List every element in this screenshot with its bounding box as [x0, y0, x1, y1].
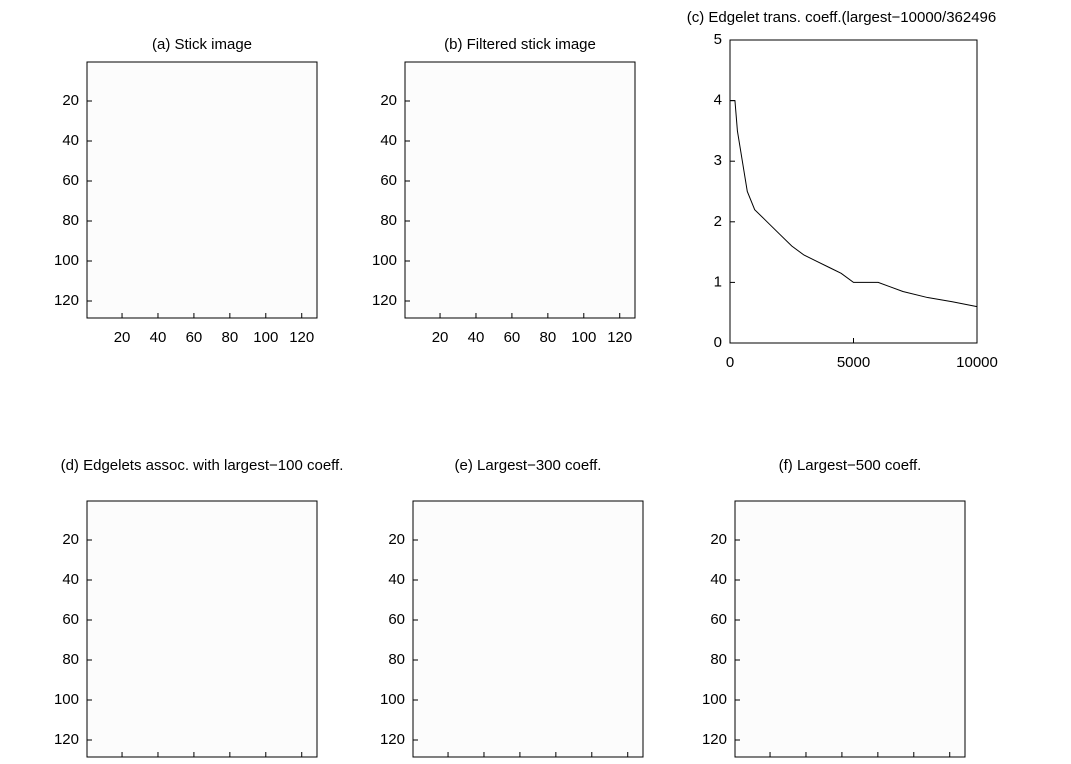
chart-title: (c) Edgelet trans. coeff.(largest−10000/…	[687, 9, 997, 26]
chart-title: (b) Filtered stick image	[444, 36, 596, 53]
x-tick-label: 10000	[956, 354, 998, 371]
axes-frame	[86, 500, 318, 758]
y-tick-label: 4	[714, 92, 722, 109]
y-tick-label: 120	[380, 731, 405, 748]
y-tick-label: 120	[54, 292, 79, 309]
axes-frame	[86, 61, 318, 319]
axes-frame	[412, 500, 644, 758]
y-tick-label: 20	[388, 531, 405, 548]
y-tick-label: 100	[54, 691, 79, 708]
y-tick-label: 5	[714, 31, 722, 48]
x-tick-label: 100	[253, 329, 278, 346]
y-tick-label: 100	[372, 252, 397, 269]
x-tick-label: 40	[150, 329, 167, 346]
chart-title: (e) Largest−300 coeff.	[455, 457, 602, 474]
y-tick-label: 100	[54, 252, 79, 269]
line	[730, 100, 978, 308]
chart-title: (a) Stick image	[152, 36, 252, 53]
y-tick-label: 60	[388, 611, 405, 628]
x-tick-label: 100	[571, 329, 596, 346]
x-tick-label: 80	[540, 329, 557, 346]
y-tick-label: 60	[62, 611, 79, 628]
axes-frame	[734, 500, 966, 758]
y-tick-label: 60	[380, 172, 397, 189]
y-tick-label: 40	[62, 571, 79, 588]
x-tick-label: 80	[222, 329, 239, 346]
y-tick-label: 60	[710, 611, 727, 628]
x-tick-label: 120	[289, 329, 314, 346]
y-tick-label: 80	[388, 651, 405, 668]
y-tick-label: 60	[62, 172, 79, 189]
y-tick-label: 20	[62, 92, 79, 109]
y-tick-label: 2	[714, 213, 722, 230]
y-tick-label: 80	[380, 212, 397, 229]
y-tick-label: 40	[388, 571, 405, 588]
x-tick-label: 60	[186, 329, 203, 346]
x-tick-label: 120	[607, 329, 632, 346]
y-tick-label: 40	[62, 132, 79, 149]
y-tick-label: 40	[380, 132, 397, 149]
y-tick-label: 80	[62, 651, 79, 668]
y-tick-label: 0	[714, 334, 722, 351]
y-tick-label: 3	[714, 152, 722, 169]
x-tick-label: 5000	[837, 354, 870, 371]
y-tick-label: 120	[702, 731, 727, 748]
y-tick-label: 20	[62, 531, 79, 548]
x-tick-label: 20	[114, 329, 131, 346]
y-tick-label: 1	[714, 273, 722, 290]
y-tick-label: 100	[380, 691, 405, 708]
chart-title: (d) Edgelets assoc. with largest−100 coe…	[61, 457, 344, 474]
y-tick-label: 120	[54, 731, 79, 748]
x-tick-label: 0	[726, 354, 734, 371]
y-tick-label: 120	[372, 292, 397, 309]
axes-frame	[404, 61, 636, 319]
y-tick-label: 100	[702, 691, 727, 708]
y-tick-label: 20	[380, 92, 397, 109]
chart-title: (f) Largest−500 coeff.	[779, 457, 922, 474]
y-tick-label: 80	[710, 651, 727, 668]
y-tick-label: 20	[710, 531, 727, 548]
x-tick-label: 20	[432, 329, 449, 346]
y-tick-label: 80	[62, 212, 79, 229]
x-tick-label: 60	[504, 329, 521, 346]
x-tick-label: 40	[468, 329, 485, 346]
y-tick-label: 40	[710, 571, 727, 588]
axes-frame	[729, 39, 978, 344]
